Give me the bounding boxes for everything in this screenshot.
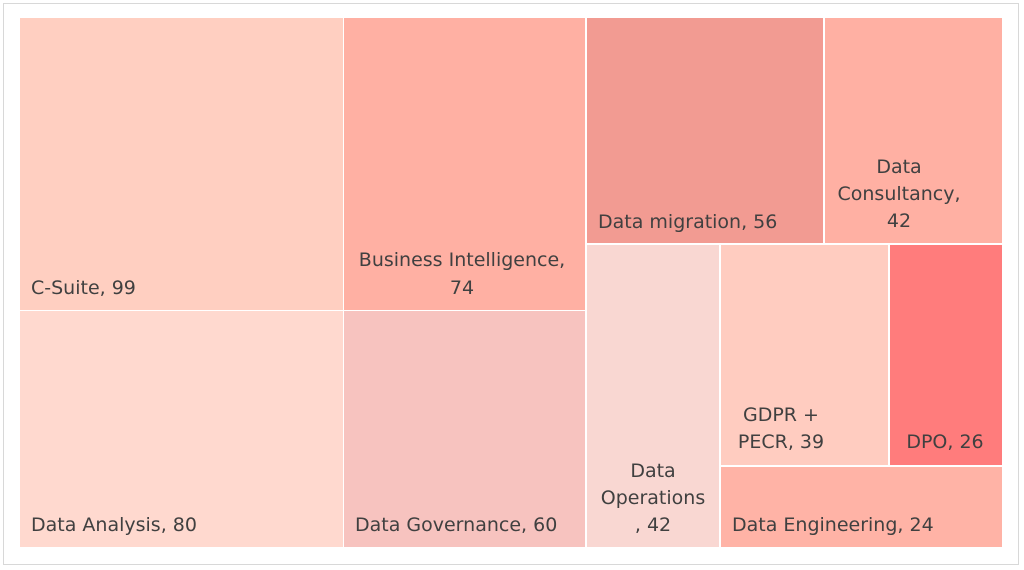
treemap-tile-rect (344, 18, 585, 310)
treemap-tile-rect (587, 245, 719, 547)
treemap-tile-rect (587, 18, 823, 243)
treemap-tile: Data Consultancy, 42 (825, 18, 1002, 243)
treemap-tile: C-Suite, 99 (20, 18, 343, 310)
treemap-tile-label: DPO, 26 (906, 431, 983, 453)
treemap-tile-rect (721, 245, 888, 465)
treemap-tile-label: C-Suite, 99 (31, 277, 136, 299)
treemap-tile-rect (825, 18, 1002, 243)
treemap-tile: DPO, 26 (890, 245, 1002, 465)
treemap-tile-label: Data Engineering, 24 (732, 514, 934, 536)
treemap-tile-rect (344, 311, 585, 547)
treemap-tile-label: Data Operations, 42 (601, 460, 705, 536)
treemap-tile-label: GDPR + PECR, 39 (738, 404, 824, 453)
treemap-tile: GDPR + PECR, 39 (721, 245, 888, 465)
treemap-tile-rect (721, 467, 1002, 547)
treemap-tile-label: Data Consultancy, 42 (837, 156, 960, 232)
treemap-tile: Data migration, 56 (587, 18, 823, 243)
treemap-tile: Data Analysis, 80 (20, 311, 343, 547)
treemap-tile: Data Governance, 60 (344, 311, 585, 547)
treemap-tile: Business Intelligence, 74 (344, 18, 585, 310)
treemap-tile-label: Business Intelligence, 74 (359, 249, 565, 299)
treemap-tile-label: Data migration, 56 (598, 211, 777, 233)
treemap-tile: Data Engineering, 24 (721, 467, 1002, 547)
treemap-tile-rect (20, 311, 343, 547)
treemap-tile-label: Data Analysis, 80 (31, 514, 197, 536)
treemap-tile-label: Data Governance, 60 (355, 514, 557, 536)
treemap-tile-rect (890, 245, 1002, 465)
treemap-tile-rect (20, 18, 343, 310)
treemap-tile: Data Operations, 42 (587, 245, 719, 547)
